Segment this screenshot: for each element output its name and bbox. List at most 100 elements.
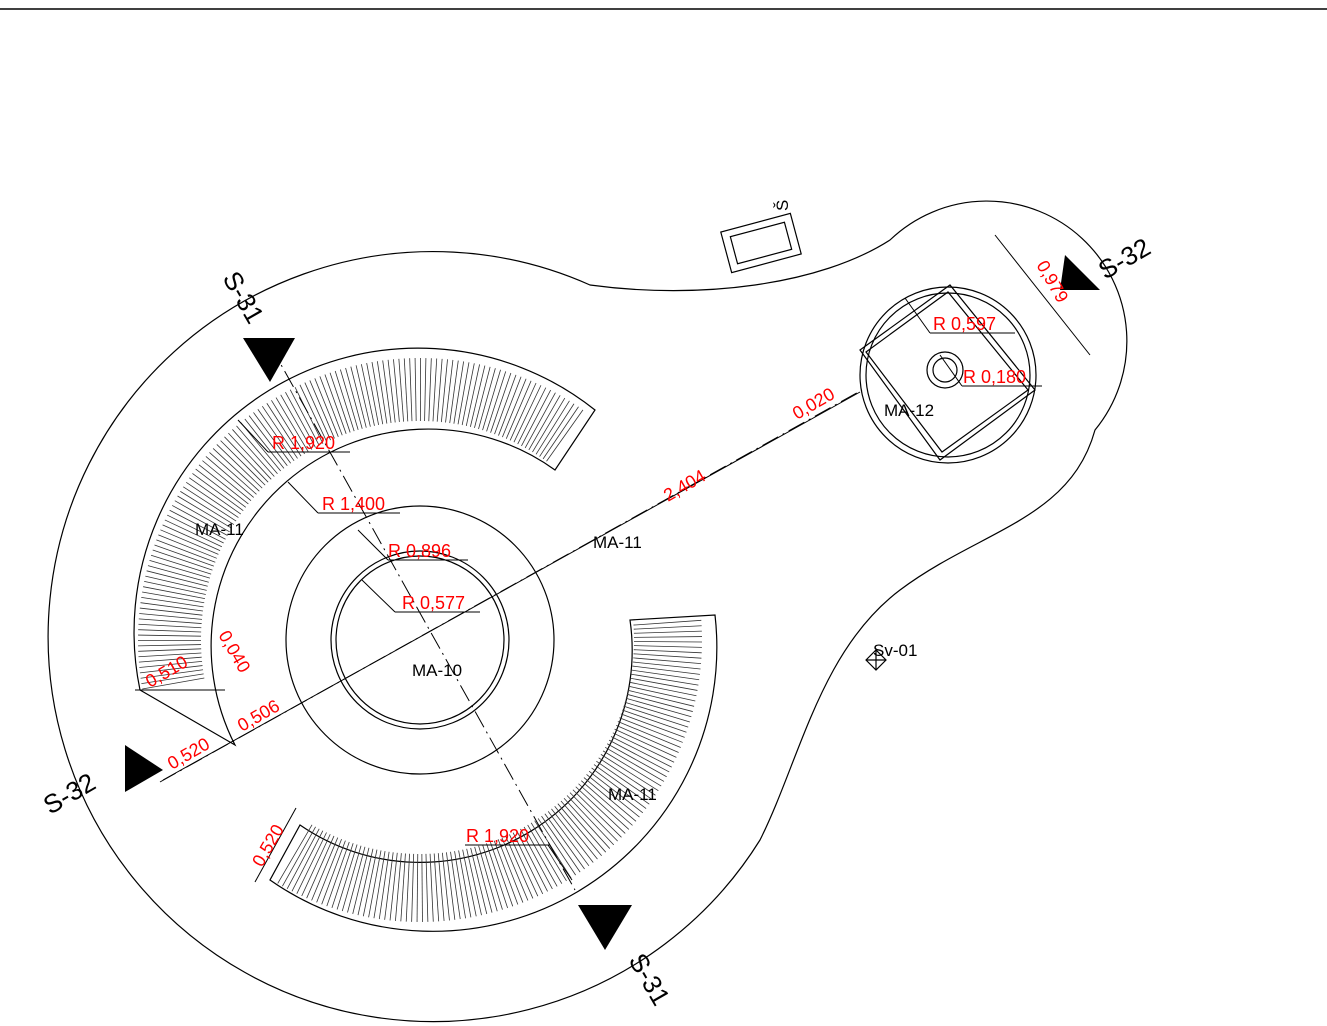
hatch-line	[417, 854, 418, 922]
hatch-line	[399, 359, 404, 422]
hatch-line	[406, 854, 409, 922]
hatch-line	[138, 645, 201, 646]
bench-left	[134, 348, 595, 745]
hatch-line	[372, 362, 383, 424]
section-label: S-32	[1093, 232, 1156, 285]
hatch-line	[383, 360, 391, 422]
hatch-line	[450, 361, 459, 423]
hatch-line	[148, 566, 209, 583]
hatch-line	[475, 847, 492, 913]
hatch-line	[458, 362, 469, 424]
fountain-label: MA-12	[884, 401, 934, 420]
hatch-line	[377, 361, 387, 423]
hatch-line	[422, 854, 423, 922]
dimension-text: R 0,180	[963, 367, 1026, 387]
hatch-line	[320, 376, 342, 435]
hatch-line	[379, 852, 389, 919]
hatch-line	[451, 852, 461, 919]
hatch-line	[410, 358, 412, 421]
hatch-line	[632, 670, 699, 680]
hatch-line	[141, 597, 203, 607]
hatch-line	[479, 368, 496, 429]
dimension-text: 0,520	[248, 821, 288, 870]
hatch-line	[627, 694, 693, 711]
north-label: Š	[773, 200, 792, 211]
hatch-line	[415, 358, 416, 421]
hatch-line	[228, 433, 271, 479]
hatch-line	[634, 654, 702, 658]
dimension-text: R 1,920	[466, 826, 529, 846]
section-label: S-31	[623, 948, 676, 1011]
hatch-line	[317, 839, 342, 902]
hatch-line	[374, 851, 385, 918]
dimension-text: R 1,400	[322, 494, 385, 514]
bed-label: MA-10	[412, 661, 462, 680]
dimension-text: 0,520	[164, 734, 213, 774]
hatch-line	[221, 441, 266, 486]
hatch-line	[217, 444, 262, 488]
hatch-line	[138, 649, 201, 652]
hatch-line	[429, 358, 432, 421]
hatch-line	[156, 540, 215, 562]
sign	[721, 213, 801, 272]
hatch-line	[224, 437, 268, 482]
hatch-line	[634, 637, 702, 638]
hatch-line	[155, 545, 214, 566]
dimension-text: 0,040	[215, 627, 255, 676]
ring-inner-edge	[336, 556, 504, 724]
dimension-text: R 0,597	[933, 314, 996, 334]
hatch-line	[498, 839, 523, 902]
dimension-text: R 0,577	[402, 593, 465, 613]
hatch-line	[426, 854, 428, 922]
hatch-line	[619, 718, 682, 743]
hatch-line	[401, 854, 406, 922]
dimension-text: R 1,920	[272, 433, 335, 453]
hatch-line	[138, 635, 201, 636]
hatch-line	[139, 619, 202, 624]
dimension-text: R 0,896	[388, 541, 451, 561]
dimension-line	[995, 235, 1090, 355]
hatch-line	[140, 603, 202, 611]
bench-label: MA-11	[593, 533, 642, 552]
hatch-line	[498, 377, 521, 436]
hatch-line	[487, 371, 506, 431]
section-axis	[270, 345, 575, 890]
hatch-line	[454, 361, 464, 423]
hatch-line	[506, 381, 531, 439]
hatch-line	[305, 383, 331, 441]
hatch-line	[149, 560, 209, 578]
hatch-line	[138, 630, 201, 632]
hatch-line	[327, 842, 349, 906]
ring-inner	[331, 551, 509, 729]
hatch-line	[479, 846, 498, 911]
hatch-line	[430, 854, 433, 922]
drawing: Š S-31 S-31 S-32 S-32 Sv-01 MA-10 MA-11 …	[0, 0, 1327, 1026]
hatch-line	[437, 359, 442, 422]
hatch-line	[510, 383, 536, 440]
hatch-line	[138, 624, 201, 628]
fixture-label: Sv-01	[873, 641, 917, 660]
hatch-line	[310, 380, 335, 438]
hatch-line	[634, 650, 702, 653]
dimension-text: 0,510	[142, 652, 191, 692]
dimension-text: 2,404	[660, 466, 709, 506]
hatch-line	[209, 452, 256, 494]
hatch-line	[196, 469, 246, 507]
hatch-line	[490, 842, 512, 906]
hatch-line	[385, 852, 394, 919]
hatch-line	[340, 369, 358, 429]
bench-label: MA-11	[195, 520, 244, 539]
hatch-line	[325, 375, 346, 434]
hatch-line	[634, 626, 702, 629]
hatch-line	[634, 631, 702, 633]
hatch-line	[335, 371, 354, 431]
hatch-line	[545, 814, 585, 869]
hatch-line	[346, 368, 363, 429]
hatch-line	[206, 456, 254, 497]
hatch-line	[425, 358, 426, 421]
hatch-line	[404, 358, 408, 421]
hatch-line	[446, 852, 454, 919]
hatch-line	[412, 854, 414, 922]
hatch-line	[632, 666, 699, 674]
sign-inner	[730, 222, 791, 264]
